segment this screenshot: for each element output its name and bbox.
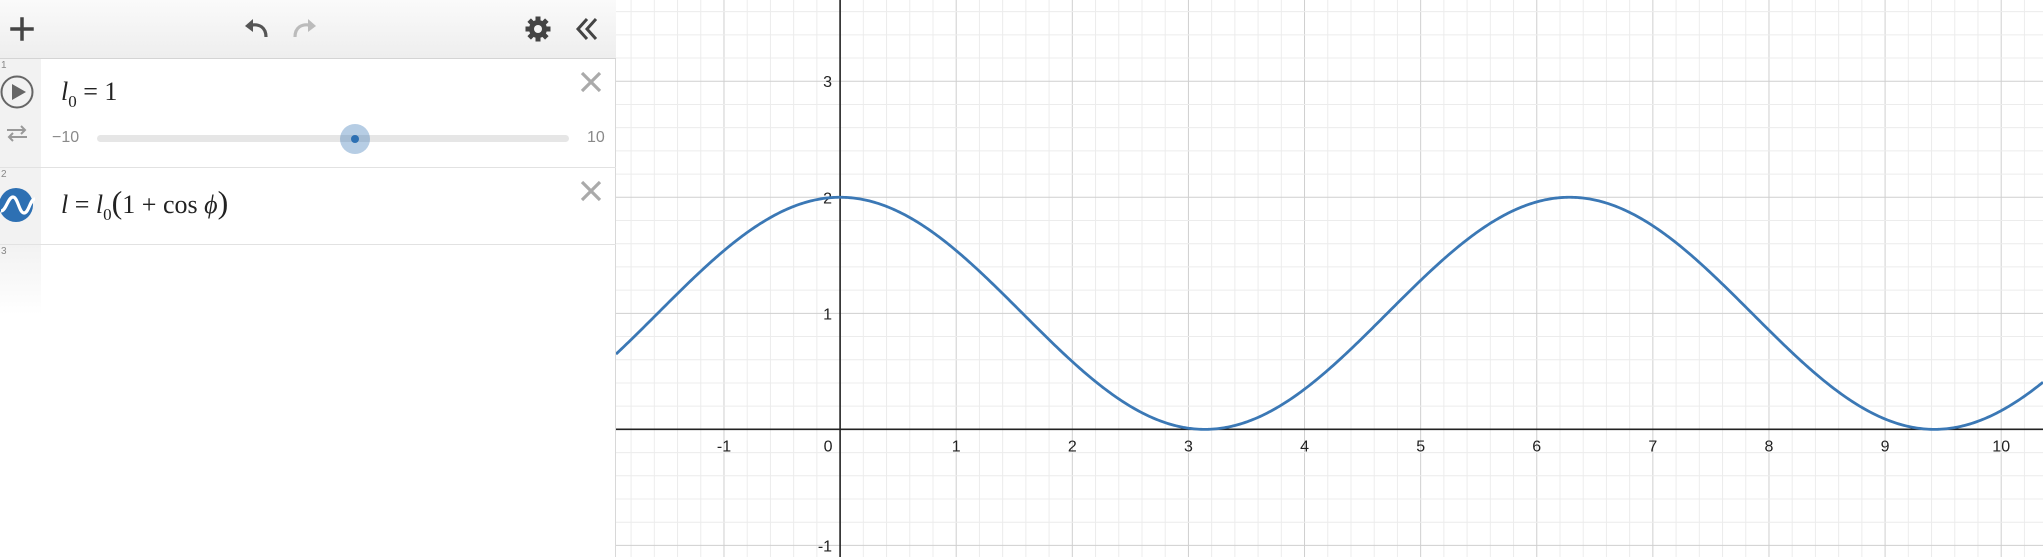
undo-icon	[245, 19, 268, 38]
delete-expression-button[interactable]	[574, 65, 608, 99]
x-tick-label: 6	[1532, 438, 1541, 455]
function-curve	[616, 195, 2043, 431]
collapse-panel-button[interactable]	[570, 12, 604, 46]
number-one: 1	[122, 190, 136, 219]
variable-l: l	[95, 190, 104, 219]
gear-icon	[525, 16, 551, 42]
slider-max-label: 10	[587, 129, 605, 146]
function-expression-text[interactable]: l = l0(1 + cos ϕ)	[61, 184, 228, 225]
expression-panel: 1 l0 = 1 −10 10 2	[0, 0, 616, 557]
expression-gutter: 1	[0, 59, 41, 167]
slider-handle[interactable]	[340, 124, 370, 154]
equals-sign: =	[83, 77, 98, 106]
x-tick-label: 4	[1300, 438, 1309, 455]
subscript-0: 0	[68, 92, 77, 111]
x-tick-label: 7	[1648, 438, 1657, 455]
x-tick-label: 5	[1416, 438, 1425, 455]
variable-phi: ϕ	[204, 190, 218, 219]
close-icon	[580, 71, 602, 93]
double-chevron-left-icon	[575, 17, 598, 41]
x-tick-label: 0	[824, 438, 833, 455]
cos-function: cos	[162, 190, 198, 219]
close-icon	[580, 180, 602, 202]
expression-row-1[interactable]: 1 l0 = 1 −10 10	[0, 59, 616, 168]
redo-button[interactable]	[287, 12, 321, 46]
slider-value: 1	[104, 77, 118, 106]
expression-row-2[interactable]: 2 l = l0(1 + cos ϕ)	[0, 168, 616, 245]
variable-l: l	[61, 77, 69, 106]
settings-button[interactable]	[521, 12, 555, 46]
equals-sign: =	[74, 190, 90, 219]
delete-expression-button[interactable]	[574, 174, 608, 208]
play-icon[interactable]	[0, 74, 36, 110]
expression-index: 2	[1, 169, 7, 180]
redo-icon	[293, 19, 316, 38]
x-tick-label: 2	[1068, 438, 1077, 455]
y-tick-label: 1	[823, 306, 832, 323]
open-paren: (	[111, 184, 123, 220]
plus-sign: +	[141, 190, 157, 219]
x-tick-label: -1	[717, 438, 731, 455]
x-tick-label: 3	[1184, 438, 1193, 455]
expression-index: 1	[1, 60, 7, 71]
expression-toolbar	[0, 0, 616, 59]
slider-track[interactable]	[97, 135, 569, 142]
slider-expression-text[interactable]: l0 = 1	[61, 77, 117, 112]
wave-icon[interactable]	[0, 185, 36, 225]
x-tick-label: 1	[952, 438, 961, 455]
close-paren: )	[217, 184, 229, 220]
plus-icon	[10, 17, 34, 41]
expression-gutter: 2	[0, 168, 41, 244]
expression-index: 3	[1, 246, 7, 257]
y-tick-label: -1	[818, 538, 832, 555]
grid-lines	[616, 0, 2043, 557]
x-tick-label: 8	[1765, 438, 1774, 455]
x-tick-label: 10	[1992, 438, 2010, 455]
x-tick-label: 9	[1881, 438, 1890, 455]
expression-row-3[interactable]: 3	[0, 245, 616, 315]
undo-button[interactable]	[240, 12, 274, 46]
expression-gutter: 3	[0, 245, 41, 315]
variable-l: l	[61, 190, 69, 219]
subscript-0: 0	[103, 205, 112, 224]
slider-min-label: −10	[52, 129, 80, 146]
y-tick-label: 3	[823, 74, 832, 91]
add-expression-button[interactable]	[5, 12, 39, 46]
loop-icon[interactable]	[4, 123, 30, 143]
